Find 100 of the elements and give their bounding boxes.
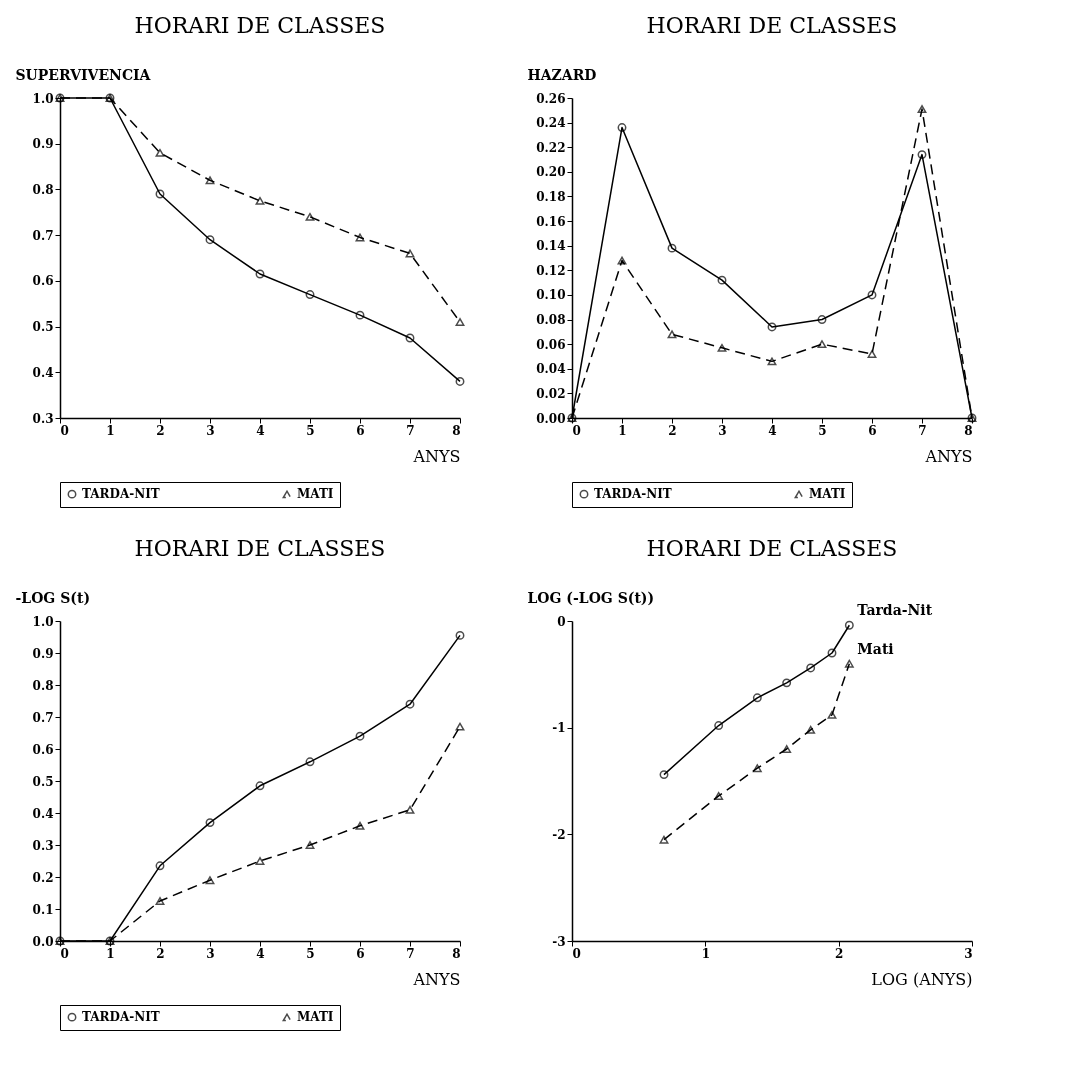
legend-label: MATI <box>809 487 846 502</box>
point <box>355 731 365 741</box>
point <box>617 123 627 132</box>
point <box>844 620 854 630</box>
point <box>455 630 465 640</box>
y-tick-label: 0.00 <box>536 411 566 426</box>
point <box>305 212 315 221</box>
y-tick-label: 0.3 <box>32 838 54 853</box>
y-tick-label: 0.9 <box>32 137 54 152</box>
y-tick-label: 0.0 <box>32 934 54 949</box>
point <box>782 678 792 688</box>
x-tick-label: 4 <box>256 946 265 961</box>
y-tick-label: 0.06 <box>536 337 566 352</box>
y-tick-label: 0.6 <box>32 742 54 757</box>
y-tick-label: 0.4 <box>32 365 54 380</box>
x-tick-label: 7 <box>406 946 415 961</box>
x-tick-label: 0 <box>572 946 581 961</box>
point <box>255 196 265 205</box>
legend-label: MATI <box>297 1010 334 1025</box>
point <box>305 841 315 849</box>
point <box>844 659 854 668</box>
x-tick-label: 0 <box>60 946 69 961</box>
point <box>827 710 837 719</box>
x-tick-label: 3 <box>718 423 727 438</box>
y-axis-title: -LOG S(t) <box>15 589 91 606</box>
x-tick-label: 4 <box>256 423 265 438</box>
x-tick-label: 6 <box>356 946 365 961</box>
point <box>659 835 669 844</box>
y-axis-title: SUPERVIVENCIA <box>15 66 152 83</box>
chart-title: HORARI DE CLASSES <box>646 536 898 561</box>
x-tick-label: 3 <box>964 946 973 961</box>
point <box>717 343 727 352</box>
y-tick-label: 0.12 <box>536 263 566 278</box>
y-tick-label: 0.5 <box>32 774 54 789</box>
legend-label: MATI <box>297 487 334 502</box>
point <box>155 148 165 157</box>
point <box>767 357 777 366</box>
legend-label: TARDA-NIT <box>594 487 672 502</box>
y-tick-label: -3 <box>552 934 566 949</box>
x-tick-label: 4 <box>768 423 777 438</box>
x-axis-title: ANYS <box>924 446 973 466</box>
point <box>305 757 315 767</box>
point <box>205 176 215 185</box>
y-tick-label: 0.10 <box>536 288 566 303</box>
point <box>205 818 215 828</box>
y-tick-label: 0.26 <box>536 91 566 106</box>
x-tick-label: 5 <box>818 423 827 438</box>
chart-title: HORARI DE CLASSES <box>134 536 386 561</box>
point <box>752 693 762 703</box>
y-tick-label: 0.8 <box>32 678 54 693</box>
y-tick-label: 0.3 <box>32 411 54 426</box>
y-tick-label: 1.0 <box>32 614 54 629</box>
x-tick-label: 2 <box>834 946 844 961</box>
chart-title: HORARI DE CLASSES <box>134 13 386 38</box>
chart-title: HORARI DE CLASSES <box>646 13 898 38</box>
y-tick-label: 0.22 <box>536 140 566 155</box>
point <box>714 791 724 800</box>
x-tick-label: 6 <box>356 423 365 438</box>
x-tick-label: 7 <box>918 423 927 438</box>
y-tick-label: 0.2 <box>32 870 54 885</box>
point <box>405 805 415 814</box>
point <box>405 333 415 343</box>
x-tick-label: 6 <box>868 423 877 438</box>
y-tick-label: 0.02 <box>536 386 566 401</box>
point <box>752 764 762 773</box>
x-tick-label: 1 <box>618 423 627 438</box>
point <box>717 275 727 285</box>
legend-label: TARDA-NIT <box>82 487 160 502</box>
x-tick-label: 1 <box>701 946 711 961</box>
x-tick-label: 8 <box>452 423 461 438</box>
x-tick-label: 5 <box>306 423 315 438</box>
y-tick-label: 0.5 <box>32 320 54 335</box>
point <box>255 781 265 791</box>
y-tick-label: 0.8 <box>32 182 54 197</box>
series-label: Tarda-Nit <box>857 602 933 619</box>
point <box>806 663 816 673</box>
x-tick-label: 1 <box>106 946 115 961</box>
series-label: Mati <box>857 640 894 657</box>
x-tick-label: 2 <box>668 423 677 438</box>
x-tick-label: 1 <box>106 423 115 438</box>
y-tick-label: 0.6 <box>32 274 54 289</box>
y-tick-label: -1 <box>552 721 566 736</box>
point <box>714 721 724 730</box>
legend-label: TARDA-NIT <box>82 1010 160 1025</box>
x-axis-title: LOG (ANYS) <box>871 969 973 989</box>
x-tick-label: 2 <box>156 423 165 438</box>
x-tick-label: 8 <box>452 946 461 961</box>
y-tick-label: 0.08 <box>536 313 566 328</box>
x-tick-label: 2 <box>156 946 165 961</box>
point <box>355 233 365 242</box>
point <box>205 235 215 245</box>
point <box>917 150 927 160</box>
y-axis-title: HAZARD <box>527 66 597 83</box>
x-tick-label: 3 <box>206 946 215 961</box>
point <box>617 256 627 265</box>
point <box>817 340 827 349</box>
point <box>867 350 877 358</box>
point <box>355 310 365 320</box>
x-axis-title: ANYS <box>412 446 461 466</box>
point <box>867 290 877 300</box>
